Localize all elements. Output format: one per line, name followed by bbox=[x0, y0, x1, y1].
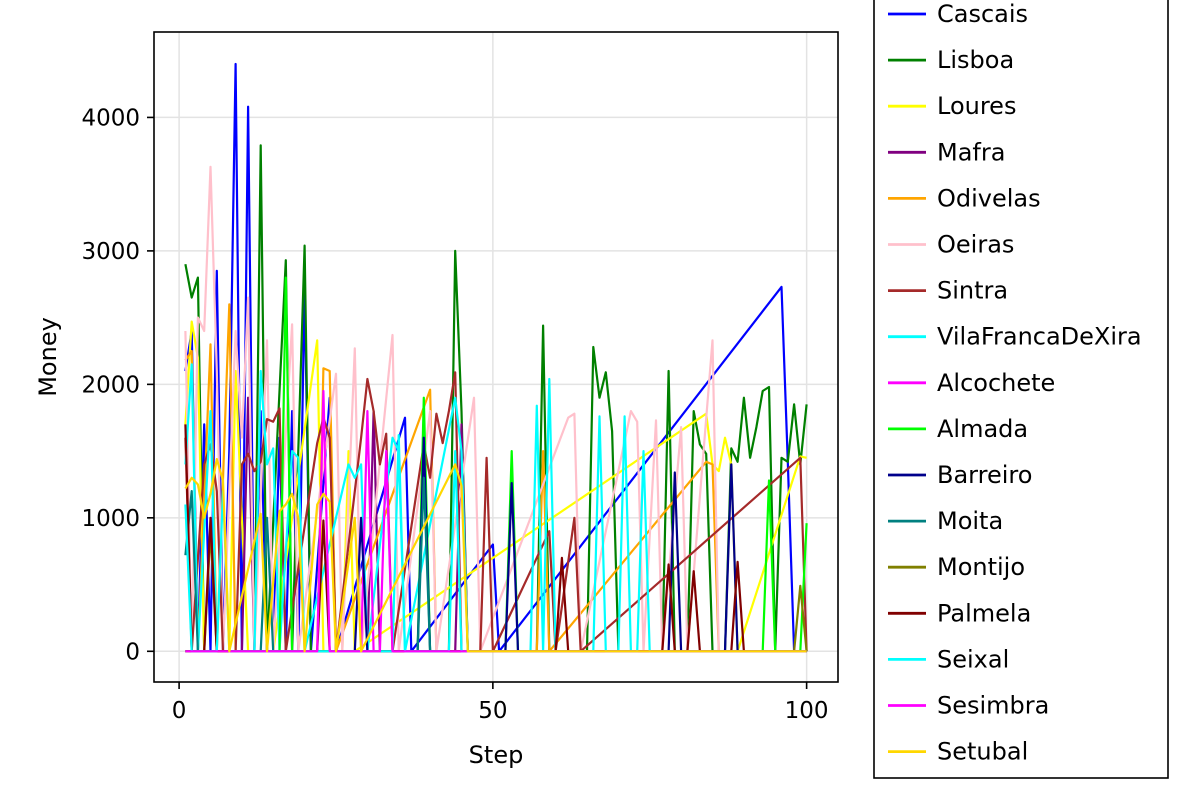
x-tick-label: 100 bbox=[785, 698, 829, 724]
legend-label-mafra: Mafra bbox=[937, 138, 1005, 166]
x-axis-title: Step bbox=[469, 741, 524, 769]
legend-label-palmela: Palmela bbox=[937, 599, 1031, 627]
series-line-setubal bbox=[184, 458, 807, 653]
legend-label-sesimbra: Sesimbra bbox=[937, 692, 1049, 720]
legend: Cascais Lisboa Loures Mafra Odivelas Oeiras Si… bbox=[873, 0, 1169, 779]
series-layer bbox=[184, 62, 808, 653]
legend-label-montijo: Montijo bbox=[937, 553, 1025, 581]
series-line-lisboa bbox=[184, 144, 808, 653]
legend-label-alcochete: Alcochete bbox=[937, 369, 1055, 397]
y-tick-label: 0 bbox=[125, 639, 140, 665]
legend-box bbox=[873, 0, 1169, 779]
x-axis: 0 50 100 bbox=[172, 682, 829, 724]
series-line-sintra bbox=[184, 371, 808, 653]
legend-label-vilafrancadexira: VilaFrancaDeXira bbox=[937, 323, 1142, 351]
series-line-oeiras bbox=[184, 165, 807, 653]
legend-label-almada: Almada bbox=[937, 415, 1028, 443]
legend-label-odivelas: Odivelas bbox=[937, 184, 1041, 212]
legend-label-barreiro: Barreiro bbox=[937, 461, 1032, 489]
legend-label-sintra: Sintra bbox=[937, 277, 1008, 305]
legend-label-lisboa: Lisboa bbox=[937, 46, 1014, 74]
y-tick-label: 1000 bbox=[81, 506, 140, 532]
plot-frame bbox=[153, 31, 839, 683]
x-tick-label: 50 bbox=[478, 698, 507, 724]
y-tick-label: 2000 bbox=[81, 372, 140, 398]
plot-area bbox=[184, 62, 808, 653]
y-axis: 0 1000 2000 3000 4000 bbox=[81, 105, 154, 665]
y-axis-title: Money bbox=[34, 317, 62, 397]
legend-label-cascais: Cascais bbox=[937, 0, 1028, 28]
series-line-seixal bbox=[184, 415, 807, 653]
legend-label-loures: Loures bbox=[937, 92, 1016, 120]
legend-label-seixal: Seixal bbox=[937, 645, 1009, 673]
y-tick-label: 4000 bbox=[81, 105, 140, 131]
y-tick-label: 3000 bbox=[81, 239, 140, 265]
series-line-moita bbox=[184, 476, 807, 653]
series-line-sesimbra bbox=[185, 389, 807, 653]
legend-label-oeiras: Oeiras bbox=[937, 231, 1014, 259]
legend-label-moita: Moita bbox=[937, 507, 1003, 535]
legend-label-setubal: Setubal bbox=[937, 738, 1028, 766]
series-line-barreiro bbox=[185, 436, 807, 653]
x-tick-label: 0 bbox=[172, 698, 187, 724]
